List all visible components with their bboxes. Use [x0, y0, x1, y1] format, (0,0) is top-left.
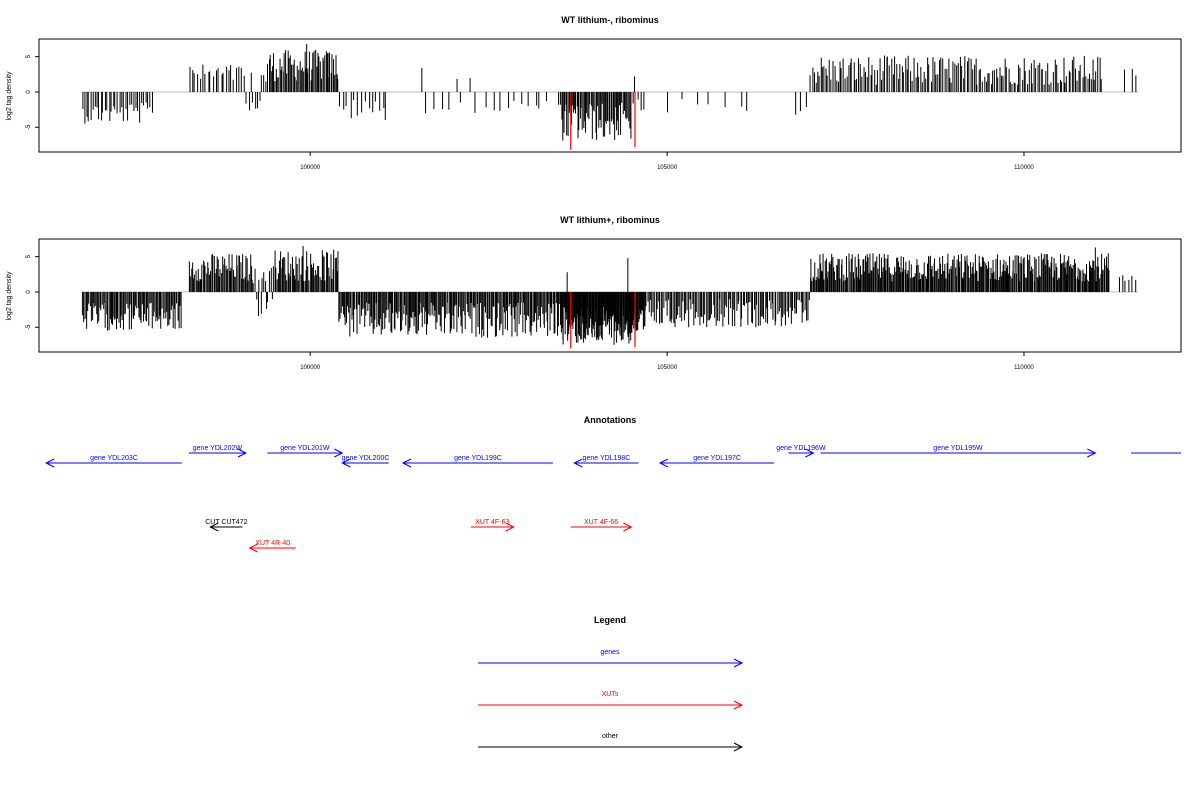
x-tick-label: 100000	[300, 365, 321, 371]
annotation-label: gene YDL196W	[776, 445, 826, 452]
legend-arrow	[478, 700, 744, 710]
annotations-title: Annotations	[584, 415, 637, 425]
y-tick-label: 5	[26, 254, 32, 258]
annotation-arrow	[248, 543, 296, 553]
annotation-arrow	[573, 458, 639, 468]
annotation-arrow	[788, 448, 815, 458]
legend-label: other	[602, 733, 619, 740]
y-axis-label: log2 tag density	[6, 71, 13, 121]
annotation-arrow	[209, 522, 243, 532]
annotation-features: gene YDL203C gene YDL202W gene YDL201W gene…	[45, 445, 1181, 553]
x-tick-label: 100000	[300, 165, 321, 171]
legend-arrow	[478, 658, 744, 668]
annotation-arrow	[401, 458, 553, 468]
y-tick-label: 0	[26, 290, 32, 294]
annotation-arrow	[658, 458, 775, 468]
annotation-arrow	[188, 448, 248, 458]
panel-title: WT lithium-, ribominus	[561, 15, 659, 25]
annotation-label: gene YDL199C	[454, 455, 502, 462]
bar-marks	[81, 246, 1139, 349]
legend-panel: Legend genes XUTs other	[478, 615, 744, 752]
legend-title: Legend	[594, 615, 626, 625]
annotation-arrow	[267, 448, 344, 458]
track-panel-lithium-plus: WT lithium+, ribominus log2 tag density …	[6, 215, 1182, 371]
legend-entries: genes XUTs other	[478, 649, 744, 752]
x-tick-label: 105000	[657, 365, 678, 371]
axis-ticks: 100000 105000 110000 5 0 -5	[26, 254, 1034, 371]
legend-arrow	[478, 742, 744, 752]
annotation-arrow	[570, 522, 633, 532]
annotation-arrow	[45, 458, 182, 468]
annotation-label: CUT CUT472	[205, 519, 247, 526]
annotation-label: gene YDL195W	[933, 445, 983, 452]
annotation-label: XUT 4R-40	[255, 540, 290, 547]
annotation-label: XUT 4F-66	[584, 519, 618, 526]
annotation-label: gene YDL198C	[583, 455, 631, 462]
y-tick-label: 5	[26, 54, 32, 58]
panel-title: WT lithium+, ribominus	[560, 215, 660, 225]
annotation-arrow	[820, 448, 1097, 458]
annotation-label: gene YDL197C	[693, 455, 741, 462]
legend-label: XUTs	[602, 691, 619, 698]
bar-marks	[81, 43, 1139, 150]
annotation-label: XUT 4F-63	[475, 519, 509, 526]
legend-label: genes	[600, 649, 620, 656]
annotation-label: gene YDL201W	[280, 445, 330, 452]
annotation-label: gene YDL202W	[193, 445, 243, 452]
x-tick-label: 105000	[657, 165, 678, 171]
x-tick-label: 110000	[1014, 165, 1034, 171]
axis-ticks: 100000 105000 110000 5 0 -5	[26, 54, 1034, 171]
plot-frame	[38, 38, 1182, 153]
annotation-label: gene YDL203C	[90, 455, 138, 462]
plot-frame	[38, 238, 1182, 353]
y-tick-label: -5	[26, 124, 32, 130]
annotation-arrow	[341, 458, 389, 468]
y-axis-label: log2 tag density	[6, 271, 13, 321]
x-tick-label: 110000	[1014, 365, 1034, 371]
y-tick-label: 0	[26, 90, 32, 94]
annotation-arrow	[470, 522, 515, 532]
annotation-label: gene YDL200C	[342, 455, 390, 462]
track-panel-lithium-minus: WT lithium-, ribominus log2 tag density …	[6, 15, 1182, 171]
y-tick-label: -5	[26, 324, 32, 330]
